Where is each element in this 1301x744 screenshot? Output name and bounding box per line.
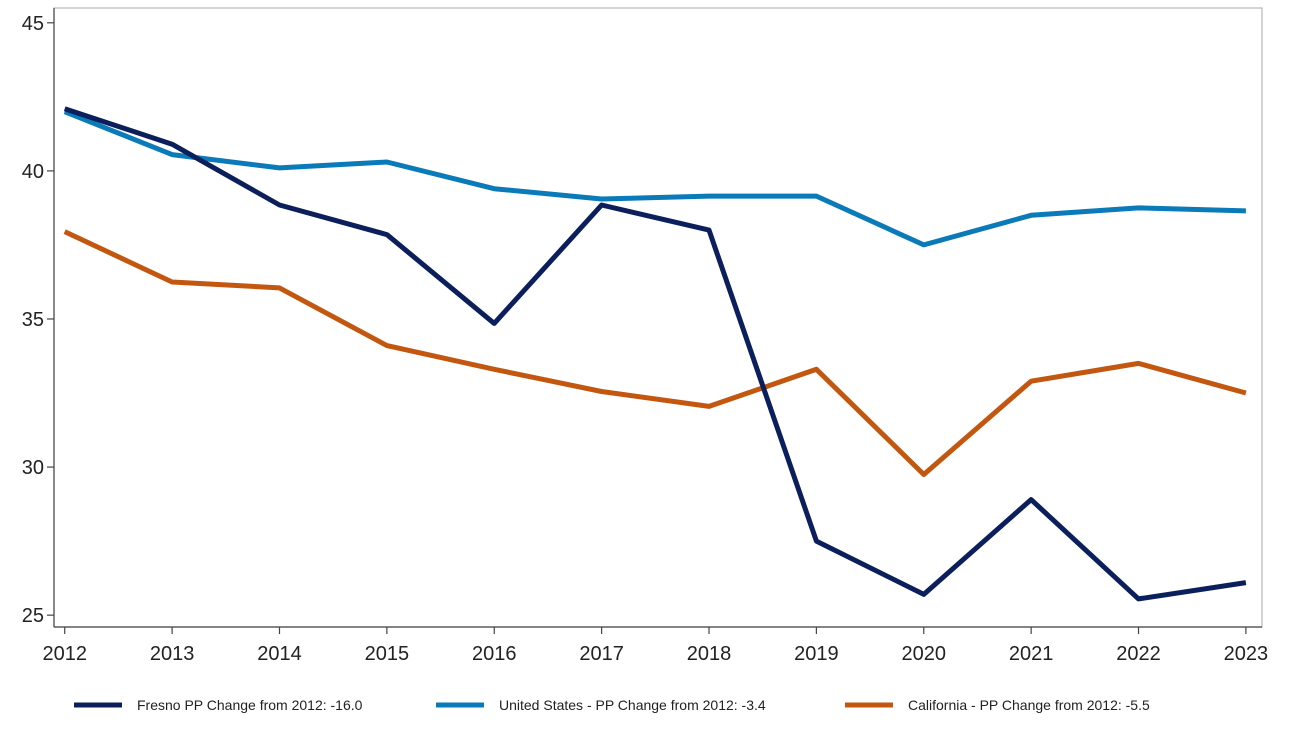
y-tick-label: 35 [22, 309, 44, 331]
x-axis-ticks: 2012 2013 2014 2015 2016 2017 2018 2019 2020 2021… [42, 627, 1268, 665]
legend-label-0: Fresno PP Change from 2012: -16.0 [137, 697, 363, 713]
legend-label-1: United States - PP Change from 2012: -3.… [499, 697, 766, 713]
y-axis-ticks: 25 30 35 40 45 [22, 13, 54, 627]
y-tick-label: 45 [22, 13, 44, 35]
y-tick-label: 25 [22, 605, 44, 627]
plot-area-frame [53, 7, 1263, 628]
x-tick-label: 2022 [1116, 643, 1161, 665]
legend: Fresno PP Change from 2012: -16.0 United … [74, 697, 1150, 713]
series-lines [63, 106, 1247, 602]
x-tick-label: 2016 [472, 643, 517, 665]
y-tick-label: 30 [22, 457, 44, 479]
series-line-1 [63, 109, 1246, 248]
x-tick-label: 2018 [687, 643, 732, 665]
x-tick-label: 2012 [42, 643, 87, 665]
x-tick-label: 2021 [1009, 643, 1054, 665]
x-tick-label: 2013 [150, 643, 195, 665]
y-tick-label: 40 [22, 161, 44, 183]
x-tick-label: 2017 [579, 643, 624, 665]
series-line-0 [63, 106, 1247, 602]
x-tick-label: 2019 [794, 643, 839, 665]
x-tick-label: 2023 [1224, 643, 1269, 665]
x-tick-label: 2015 [365, 643, 410, 665]
x-tick-label: 2020 [902, 643, 947, 665]
x-tick-label: 2014 [257, 643, 302, 665]
series-line-2 [63, 229, 1247, 477]
legend-label-2: California - PP Change from 2012: -5.5 [908, 697, 1150, 713]
